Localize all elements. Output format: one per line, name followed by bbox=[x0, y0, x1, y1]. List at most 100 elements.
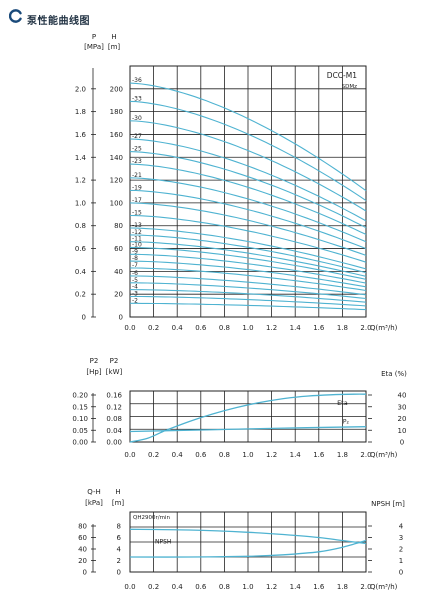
head-curve bbox=[129, 189, 367, 250]
npsh-chart: Q-H[kPa]H[m] NPSH [m]80604020086420432100… bbox=[78, 488, 405, 591]
main-x-tick-label: 0.6 bbox=[195, 324, 207, 332]
stage-label: -25 bbox=[132, 146, 142, 153]
head-flow-chart: DCC-M1 SDMz P [MPa] H [m] 2.0 1.8 1.6 1.4 1.2 1.0 0.… bbox=[75, 33, 398, 332]
head-axis-tick-label: 20 bbox=[114, 291, 123, 299]
npsh-x-tick-label: 1.8 bbox=[337, 583, 348, 591]
power-x-tick-label: 1.8 bbox=[337, 451, 348, 459]
npsh-axis-tick-label: 0 bbox=[399, 569, 403, 577]
head-m-axis-tick-label: 2 bbox=[117, 557, 121, 565]
head-curve bbox=[129, 289, 367, 303]
main-x-tick-label: 0.8 bbox=[219, 324, 230, 332]
p2-hp-axis-tick-label: 0.15 bbox=[72, 403, 88, 411]
npsh-x-tick-label: 2.0 bbox=[360, 583, 371, 591]
head-curve bbox=[129, 260, 367, 288]
eta-curve-label: Eta bbox=[337, 399, 348, 407]
npsh-x-tick-label: 0.8 bbox=[219, 583, 230, 591]
head-axis-tick-label: 120 bbox=[110, 177, 123, 185]
main-x-tick-label: 1.8 bbox=[337, 324, 348, 332]
head-axis-tick-label: 200 bbox=[110, 85, 123, 93]
head-curve bbox=[129, 163, 367, 235]
stage-label: -3 bbox=[132, 290, 138, 297]
eta-axis-tick-label: 20 bbox=[398, 415, 407, 423]
model-sublabel: SDMz bbox=[342, 84, 357, 90]
stage-label: -11 bbox=[132, 236, 142, 243]
eta-axis-tick-label: 40 bbox=[398, 392, 407, 400]
head-curve bbox=[129, 234, 367, 274]
head-m-axis-tick-label: 4 bbox=[117, 546, 122, 554]
npsh-x-tick-label: 0.6 bbox=[195, 583, 207, 591]
npsh-axis-tick-label: 4 bbox=[399, 523, 404, 531]
stage-label: -7 bbox=[132, 262, 138, 269]
main-x-tick-label: 1.2 bbox=[266, 324, 277, 332]
qh-kpa-axis-unit: [kPa] bbox=[85, 499, 103, 507]
eta-axis-tick-label: 10 bbox=[398, 427, 407, 435]
stage-label: -15 bbox=[132, 209, 142, 216]
power-x-tick-label: 0.2 bbox=[148, 451, 159, 459]
main-x-axis-unit: Q(m³/h) bbox=[370, 324, 398, 332]
eta-axis-tick-label: 30 bbox=[398, 403, 407, 411]
p2-kw-axis-tick-label: 0.16 bbox=[106, 392, 122, 400]
stage-label: -10 bbox=[132, 241, 142, 248]
main-x-tick-label: 0.2 bbox=[148, 324, 159, 332]
power-x-tick-label: 2.0 bbox=[360, 451, 371, 459]
power-x-tick-label: 1.0 bbox=[242, 451, 253, 459]
power-x-tick-label: 0.0 bbox=[124, 451, 135, 459]
head-curve bbox=[129, 275, 367, 296]
head-axis-symbol: H bbox=[111, 33, 116, 41]
pressure-axis-tick-label: 1.4 bbox=[75, 154, 87, 162]
stage-label: -23 bbox=[132, 158, 142, 165]
stage-label: -9 bbox=[132, 248, 138, 255]
power-x-axis-unit: Q(m³/h) bbox=[370, 451, 398, 459]
npsh-axis-tick-label: 3 bbox=[399, 534, 403, 542]
pressure-axis-unit: [MPa] bbox=[84, 43, 104, 51]
npsh-x-tick-label: 1.6 bbox=[313, 583, 325, 591]
pressure-axis-tick-label: 0.4 bbox=[75, 268, 87, 276]
pressure-axis-tick-label: 1.2 bbox=[75, 177, 86, 185]
head-axis-tick-label: 80 bbox=[114, 222, 123, 230]
p2-kw-axis-tick-label: 0.12 bbox=[106, 403, 122, 411]
pressure-axis-tick-label: 0.2 bbox=[75, 291, 86, 299]
p2-curve bbox=[129, 426, 367, 433]
head-curve bbox=[129, 246, 367, 280]
stage-label: -5 bbox=[132, 277, 138, 284]
pressure-axis-tick-label: 0.6 bbox=[75, 245, 87, 253]
npsh-x-tick-label: 1.2 bbox=[266, 583, 277, 591]
head-axis-tick-label: 180 bbox=[110, 108, 123, 116]
p2-kw-axis-tick-label: 0.08 bbox=[106, 415, 122, 423]
main-x-tick-label: 0.0 bbox=[124, 324, 135, 332]
head-curve bbox=[129, 214, 367, 263]
pressure-axis-tick-label: 1.6 bbox=[75, 131, 87, 139]
head-curve bbox=[129, 177, 367, 243]
head-axis-tick-label: 60 bbox=[114, 245, 123, 253]
stage-label: -8 bbox=[132, 255, 138, 262]
p2-curve-label: P₂ bbox=[343, 419, 350, 426]
stage-label: -33 bbox=[132, 95, 142, 102]
main-x-tick-label: 1.0 bbox=[242, 324, 253, 332]
p2-hp-axis-tick-label: 0.05 bbox=[72, 427, 88, 435]
stage-label: -6 bbox=[132, 270, 138, 277]
head-m-axis-tick-label: 6 bbox=[117, 534, 122, 542]
power-x-tick-label: 1.6 bbox=[313, 451, 325, 459]
npsh-x-tick-label: 1.4 bbox=[290, 583, 302, 591]
head-axis-tick-label: 100 bbox=[110, 199, 123, 207]
qh-kpa-axis-tick-label: 40 bbox=[78, 546, 87, 554]
pressure-axis-tick-label: 1.8 bbox=[75, 108, 86, 116]
brand-logo-icon bbox=[9, 9, 22, 23]
p2-kw-axis-tick-label: 0.04 bbox=[106, 427, 122, 435]
head-m-axis-tick-label: 8 bbox=[117, 523, 121, 531]
npsh-x-axis-unit: Q(m³/h) bbox=[370, 583, 398, 591]
head-axis-unit: [m] bbox=[108, 43, 121, 51]
model-label: DCC-M1 bbox=[327, 71, 357, 80]
power-x-tick-label: 0.4 bbox=[172, 451, 184, 459]
head-axis-tick-label: 140 bbox=[110, 154, 123, 162]
head-curve bbox=[129, 120, 367, 212]
npsh-x-tick-label: 0.0 bbox=[124, 583, 135, 591]
eta-axis-header: Eta (%) bbox=[381, 370, 407, 378]
npsh-axis-tick-label: 1 bbox=[399, 557, 403, 565]
head-curve bbox=[130, 253, 367, 284]
page-header: 泵性能曲线图 bbox=[0, 0, 430, 30]
head-m-axis-unit: [m] bbox=[112, 499, 125, 507]
npsh-axis-header: NPSH [m] bbox=[371, 500, 405, 508]
p2-hp-axis-tick-label: 0.20 bbox=[72, 392, 88, 400]
power-x-tick-label: 0.6 bbox=[195, 451, 207, 459]
